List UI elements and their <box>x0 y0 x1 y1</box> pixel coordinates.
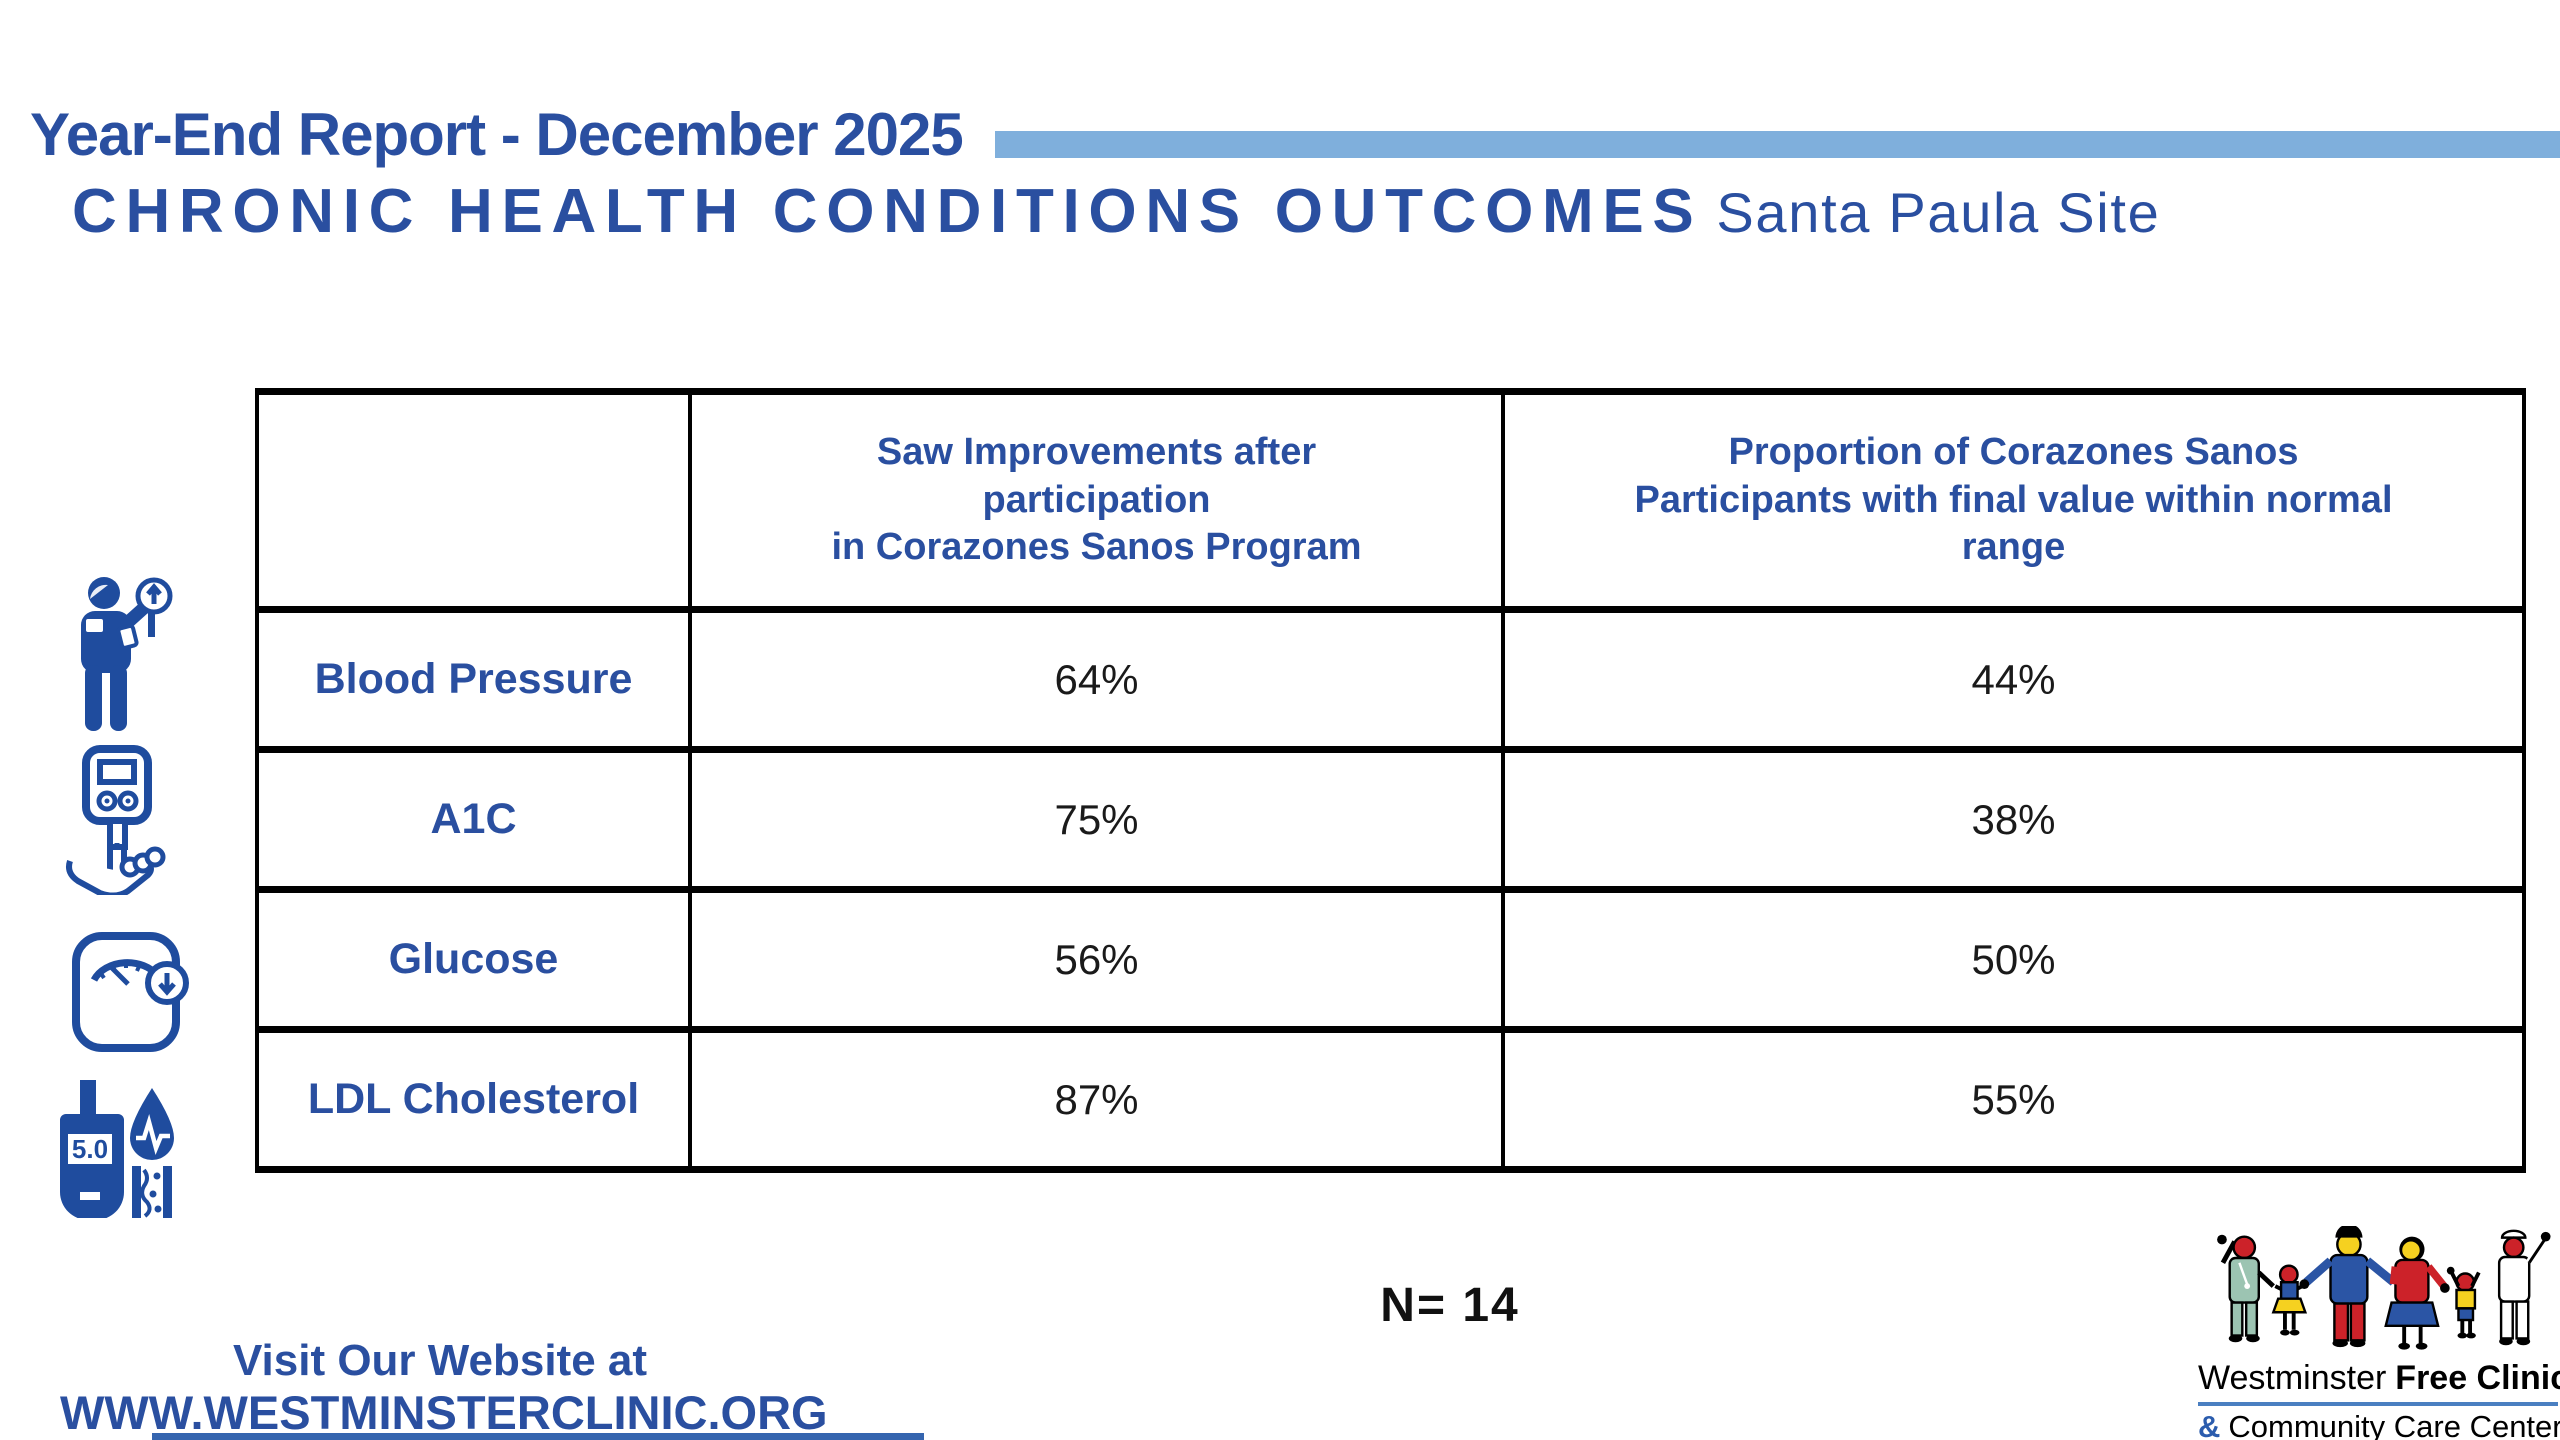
outcomes-table: Saw Improvements after participation in … <box>255 388 2526 1173</box>
improved-value: 75% <box>688 746 1505 893</box>
cholesterol-icon: 5.0 <box>58 1078 180 1218</box>
table-header-row: Saw Improvements after participation in … <box>255 388 2526 613</box>
bottom-accent-bar <box>152 1433 924 1440</box>
glucose-test-icon <box>62 745 172 895</box>
header-normal-range: Proportion of Corazones Sanos Participan… <box>1501 388 2526 613</box>
improved-value: 64% <box>688 606 1505 753</box>
clinic-logo: Westminster Free Clinic & Community Care C… <box>2198 1224 2560 1440</box>
website-callout: Visit Our Website at WWW.WESTMINSTERCLIN… <box>60 1336 828 1439</box>
row-label: Glucose <box>255 886 692 1033</box>
site-label: Santa Paula Site <box>1716 181 2161 244</box>
svg-text:5.0: 5.0 <box>72 1134 108 1164</box>
weight-scale-icon <box>70 928 190 1054</box>
row-label: A1C <box>255 746 692 893</box>
top-accent-bar <box>995 131 2560 158</box>
improved-value: 56% <box>688 886 1505 1033</box>
logo-name-regular: Westminster <box>2198 1359 2387 1397</box>
normal-range-value: 50% <box>1501 886 2526 1033</box>
logo-ampersand: & <box>2198 1409 2221 1440</box>
table-row-glucose: Glucose 56% 50% <box>255 886 2526 1033</box>
improved-value: 87% <box>688 1026 1505 1173</box>
logo-people-graphic <box>2217 1224 2551 1350</box>
header-empty-cell <box>255 388 692 613</box>
report-title: Year-End Report - December 2025 <box>30 101 964 168</box>
sample-size-label: N= 14 <box>1380 1279 1520 1332</box>
normal-range-value: 38% <box>1501 746 2526 893</box>
row-label: LDL Cholesterol <box>255 1026 692 1173</box>
logo-name-bold: Free Clinic <box>2395 1359 2560 1397</box>
page-heading: CHRONIC HEALTH CONDITIONS OUTCOMES <box>72 177 1703 246</box>
website-url: WWW.WESTMINSTERCLINIC.ORG <box>60 1385 828 1439</box>
row-label: Blood Pressure <box>255 606 692 753</box>
logo-subtitle: & Community Care Center <box>2198 1409 2560 1440</box>
page-heading-row: CHRONIC HEALTH CONDITIONS OUTCOMES Santa … <box>72 176 2160 247</box>
header-improvements: Saw Improvements after participation in … <box>688 388 1505 613</box>
website-line1: Visit Our Website at <box>232 1336 648 1385</box>
logo-subtitle-text: Community Care Center <box>2228 1409 2560 1440</box>
table-row-ldl-cholesterol: LDL Cholesterol 87% 55% <box>255 1026 2526 1173</box>
normal-range-value: 44% <box>1501 606 2526 753</box>
table-row-a1c: A1C 75% 38% <box>255 746 2526 893</box>
table-row-blood-pressure: Blood Pressure 64% 44% <box>255 606 2526 753</box>
blood-pressure-icon <box>64 575 176 735</box>
logo-divider-line <box>2198 1402 2558 1406</box>
normal-range-value: 55% <box>1501 1026 2526 1173</box>
logo-name: Westminster Free Clinic <box>2198 1359 2560 1398</box>
